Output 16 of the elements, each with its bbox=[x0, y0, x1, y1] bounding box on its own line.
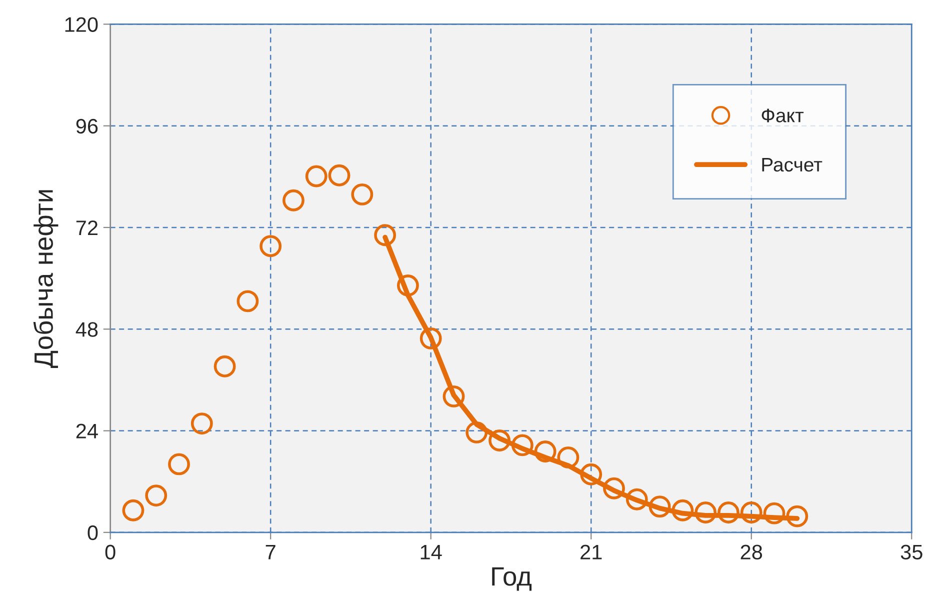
x-tick-label: 21 bbox=[580, 544, 602, 560]
y-tick-label: 0 bbox=[88, 525, 98, 540]
y-tick-label: 72 bbox=[76, 220, 98, 236]
x-axis-title: Год bbox=[492, 567, 532, 591]
legend-label: Факт bbox=[762, 108, 804, 122]
x-tick-label: 14 bbox=[420, 544, 442, 560]
x-tick-label: 0 bbox=[105, 544, 116, 560]
y-axis-title: Добыча нефти bbox=[33, 190, 58, 368]
y-tick-label: 24 bbox=[76, 424, 98, 438]
x-tick-label: 28 bbox=[740, 544, 762, 560]
y-tick-label: 120 bbox=[65, 17, 98, 32]
legend-label: Расчет bbox=[762, 158, 822, 172]
x-tick-label: 7 bbox=[266, 544, 276, 560]
x-tick-label: 35 bbox=[900, 544, 922, 560]
y-tick-label: 48 bbox=[76, 322, 98, 337]
y-tick-label: 96 bbox=[76, 118, 98, 134]
